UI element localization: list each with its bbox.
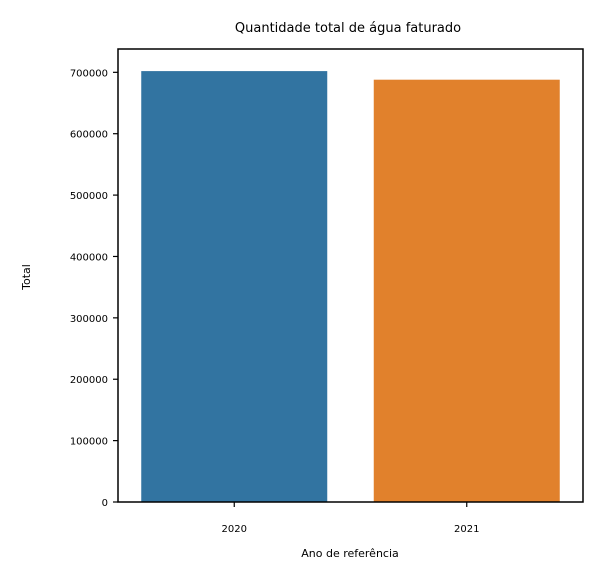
- x-axis-ticks: 2020 2021: [222, 502, 479, 535]
- x-tick-label: 2020: [222, 524, 247, 535]
- y-tick-label: 200000: [70, 375, 108, 386]
- bars-group: [141, 71, 560, 503]
- y-tick-label: 400000: [70, 252, 108, 263]
- y-tick-label: 500000: [70, 191, 108, 202]
- y-axis-label: Total: [20, 264, 33, 291]
- y-tick-label: 300000: [70, 314, 108, 325]
- bar-2021: [373, 79, 560, 503]
- y-axis-ticks: 0 100000 200000 300000 400000 500000 600000 700…: [70, 68, 118, 509]
- y-tick-label: 100000: [70, 437, 108, 448]
- y-tick-label: 0: [102, 498, 108, 509]
- y-tick-label: 700000: [70, 68, 108, 79]
- x-axis-label: Ano de referência: [301, 547, 399, 560]
- bar-2020: [141, 71, 328, 502]
- plot-frame: [117, 48, 584, 503]
- chart-title: Quantidade total de água faturado: [235, 21, 461, 36]
- y-tick-label: 600000: [70, 130, 108, 141]
- x-tick-label: 2021: [454, 524, 479, 535]
